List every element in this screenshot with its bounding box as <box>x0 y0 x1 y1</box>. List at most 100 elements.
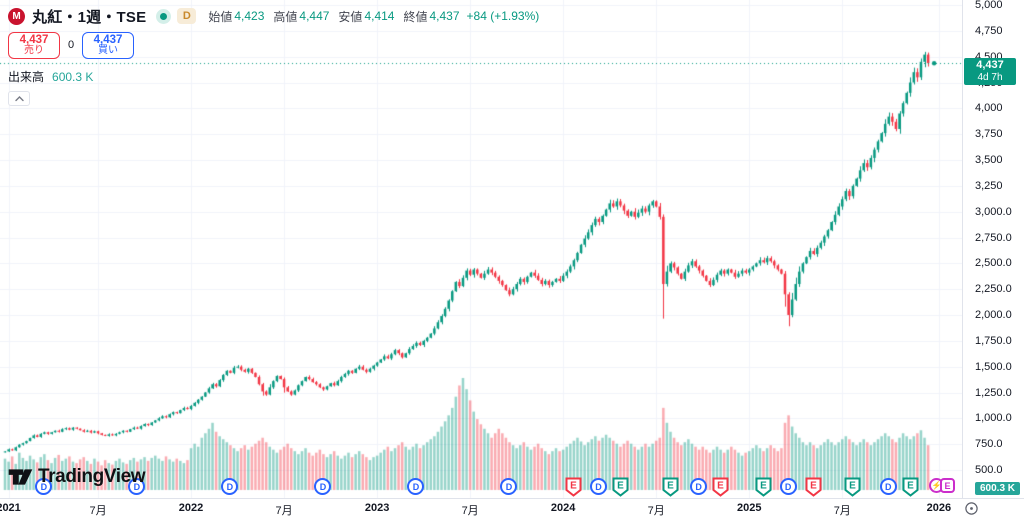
buy-button[interactable]: 4,437 買い <box>82 31 134 59</box>
time-axis-label: 2021 <box>0 502 21 514</box>
symbol-header-row: M 丸紅・1週・TSE D 始値 4,423 高値 4,447 安値 4,414 終値… <box>8 6 539 26</box>
high-value: 4,447 <box>299 9 330 23</box>
upcoming-earnings-marker[interactable]: E <box>940 478 955 493</box>
earnings-shield-icon: E <box>662 477 679 497</box>
timeline-marker-layer: D D D D D D D D D D E E E E E E E E ⚡ E <box>35 477 955 497</box>
change-value: +84 (+1.93%) <box>466 9 540 23</box>
dividend-marker[interactable]: D <box>128 478 146 495</box>
price-axis-label: 1,250.0 <box>975 386 1012 399</box>
dividend-marker[interactable]: D <box>879 478 897 495</box>
sell-price: 4,437 <box>19 33 49 46</box>
ohlc-readout: 始値 4,423 高値 4,447 安値 4,414 終値 4,437 +84 (+1.… <box>208 8 539 25</box>
earnings-shield-icon: E <box>805 477 822 497</box>
low-value: 4,414 <box>364 9 395 23</box>
price-axis-label: 3,250 <box>975 179 1003 192</box>
trade-buttons-row: 4,437 売り 0 4,437 買い <box>8 31 539 59</box>
price-chart-canvas[interactable] <box>0 0 962 498</box>
tradingview-logo-text: TradingView <box>38 466 146 487</box>
dividend-marker[interactable]: D <box>500 478 518 495</box>
price-axis[interactable]: 4,437 4d 7h 600.3 K 5,0004,7504,5004,250… <box>962 0 1024 498</box>
price-axis-label: 1,500.0 <box>975 360 1012 373</box>
volume-label: 出来高 <box>8 70 45 84</box>
volume-study-row: 出来高 600.3 K <box>8 68 539 85</box>
price-axis-label: 2,000.0 <box>975 309 1012 321</box>
last-price-badge: 4,437 4d 7h <box>964 58 1016 86</box>
svg-text:E: E <box>850 481 857 492</box>
legend-collapse-button[interactable] <box>8 91 30 106</box>
bar-countdown: 4d 7h <box>977 72 1003 84</box>
price-axis-label: 2,500.0 <box>975 257 1012 270</box>
price-axis-label: 4,750 <box>975 24 1003 37</box>
high-label: 高値 <box>273 9 298 24</box>
price-axis-label: 1,750.0 <box>975 334 1012 347</box>
svg-text:E: E <box>571 481 578 492</box>
earnings-shield-icon: E <box>902 477 919 497</box>
tradingview-logo[interactable]: TradingView <box>8 466 146 488</box>
earnings-marker[interactable]: E <box>754 476 773 502</box>
symbol-title[interactable]: 丸紅・1週・TSE <box>32 8 147 26</box>
svg-text:E: E <box>907 481 914 492</box>
chevron-up-icon <box>14 95 24 101</box>
market-open-dot <box>160 12 168 20</box>
earnings-marker[interactable]: E <box>564 476 583 502</box>
volume-axis-badge: 600.3 K <box>975 482 1021 495</box>
tradingview-mark-icon <box>8 469 33 485</box>
earnings-marker[interactable]: E <box>843 476 862 502</box>
dividend-marker[interactable]: D <box>35 478 53 495</box>
close-value: 4,437 <box>429 9 460 23</box>
time-axis-label: 2024 <box>550 502 576 514</box>
price-axis-label: 5,000 <box>975 0 1003 11</box>
time-axis-label: 7月 <box>275 505 293 517</box>
earnings-marker[interactable]: E <box>711 476 730 502</box>
time-axis-label: 2023 <box>364 502 390 514</box>
time-axis-label: 7月 <box>461 505 479 517</box>
svg-text:E: E <box>810 481 817 492</box>
market-status-indicator[interactable] <box>156 8 172 24</box>
earnings-marker[interactable]: E <box>901 476 920 502</box>
dividend-marker[interactable]: D <box>779 478 797 495</box>
dividend-marker[interactable]: D <box>589 478 607 495</box>
svg-text:E: E <box>617 481 624 492</box>
earnings-shield-icon: E <box>844 477 861 497</box>
time-axis[interactable]: 2021 7月 2022 7月 2023 7月 2024 7月 2025 7月 2026 <box>0 498 1024 518</box>
svg-text:E: E <box>667 481 674 492</box>
dividend-marker[interactable]: D <box>221 478 239 495</box>
time-axis-label: 2026 <box>926 502 952 514</box>
price-axis-label: 2,250.0 <box>975 283 1012 296</box>
svg-text:E: E <box>717 481 724 492</box>
earnings-marker[interactable]: E <box>611 476 630 502</box>
sell-button[interactable]: 4,437 売り <box>8 31 60 59</box>
time-axis-label: 7月 <box>647 505 665 517</box>
dividend-marker[interactable]: D <box>314 478 332 495</box>
earnings-marker[interactable]: E <box>804 476 823 502</box>
buy-label: 買い <box>98 44 118 56</box>
scale-reset-icon[interactable] <box>964 501 979 516</box>
price-axis-label: 500.0 <box>975 464 1003 476</box>
price-axis-label: 3,500 <box>975 154 1003 166</box>
price-axis-label: 3,750 <box>975 128 1003 141</box>
price-axis-label: 2,750.0 <box>975 231 1012 244</box>
time-axis-label: 7月 <box>833 505 851 517</box>
spread-value: 0 <box>67 39 75 51</box>
time-axis-label: 2022 <box>178 502 204 514</box>
time-axis-label: 2025 <box>736 502 762 514</box>
open-label: 始値 <box>208 9 233 24</box>
svg-text:E: E <box>760 481 767 492</box>
price-axis-label: 4,000 <box>975 102 1003 115</box>
symbol-logo: M <box>8 7 25 25</box>
last-price-value: 4,437 <box>976 59 1004 72</box>
interval-badge[interactable]: D <box>177 8 197 24</box>
dividend-marker[interactable]: D <box>690 478 708 495</box>
earnings-marker[interactable]: E <box>661 476 680 502</box>
buy-price: 4,437 <box>93 33 123 46</box>
price-axis-label: 3,000.0 <box>975 205 1012 218</box>
sell-label: 売り <box>24 44 44 56</box>
low-label: 安値 <box>338 9 363 24</box>
target-icon <box>965 502 978 515</box>
price-axis-label: 750.0 <box>975 438 1003 451</box>
earnings-shield-icon: E <box>612 477 629 497</box>
open-value: 4,423 <box>234 9 265 23</box>
price-axis-label: 1,000.0 <box>975 412 1012 425</box>
dividend-marker[interactable]: D <box>407 478 425 495</box>
